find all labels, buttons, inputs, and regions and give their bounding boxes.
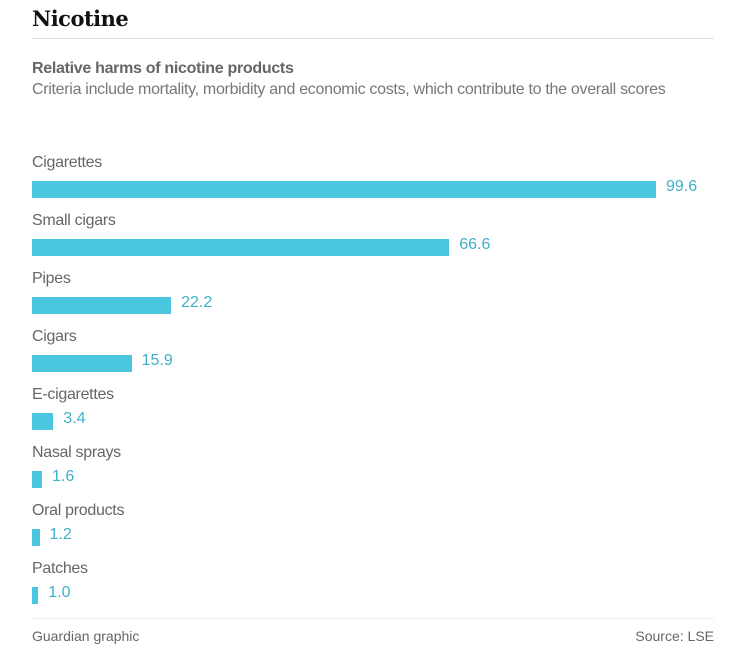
bar [32, 239, 450, 256]
bar [32, 529, 40, 546]
bar-row: Pipes 22.2 [32, 270, 714, 328]
bar [32, 297, 172, 314]
bar-row: Nasal sprays 1.6 [32, 444, 714, 502]
footer-source: Source: LSE [635, 628, 714, 644]
bar [32, 413, 54, 430]
bar [32, 355, 132, 372]
chart-title: Nicotine [32, 6, 129, 31]
bar [32, 181, 656, 198]
bar-row: Patches 1.0 [32, 560, 714, 618]
value-label: 22.2 [181, 294, 213, 311]
chart-subtitle: Relative harms of nicotine products [32, 60, 294, 77]
category-label: Pipes [32, 270, 71, 287]
value-label: 66.6 [459, 236, 491, 253]
bar-row: Small cigars 66.6 [32, 212, 714, 270]
value-label: 1.0 [48, 584, 71, 601]
footer-credit: Guardian graphic [32, 628, 140, 644]
value-label: 15.9 [141, 352, 173, 369]
bar-row: Cigars 15.9 [32, 328, 714, 386]
category-label: Small cigars [32, 212, 116, 229]
bar-row: Oral products 1.2 [32, 502, 714, 560]
bar-row: Cigarettes 99.6 [32, 154, 714, 212]
chart-description: Criteria include mortality, morbidity an… [32, 81, 666, 98]
title-divider [32, 38, 714, 39]
value-label: 99.6 [666, 178, 698, 195]
category-label: Cigars [32, 328, 77, 345]
bar [32, 471, 43, 488]
value-label: 3.4 [63, 410, 86, 427]
category-label: Cigarettes [32, 154, 102, 171]
bar-row: E-cigarettes 3.4 [32, 386, 714, 444]
category-label: Nasal sprays [32, 444, 121, 461]
category-label: Oral products [32, 502, 125, 519]
value-label: 1.2 [49, 526, 72, 543]
footer-divider [32, 618, 714, 619]
category-label: Patches [32, 560, 88, 577]
value-label: 1.6 [52, 468, 75, 485]
bar [32, 587, 39, 604]
category-label: E-cigarettes [32, 386, 114, 403]
